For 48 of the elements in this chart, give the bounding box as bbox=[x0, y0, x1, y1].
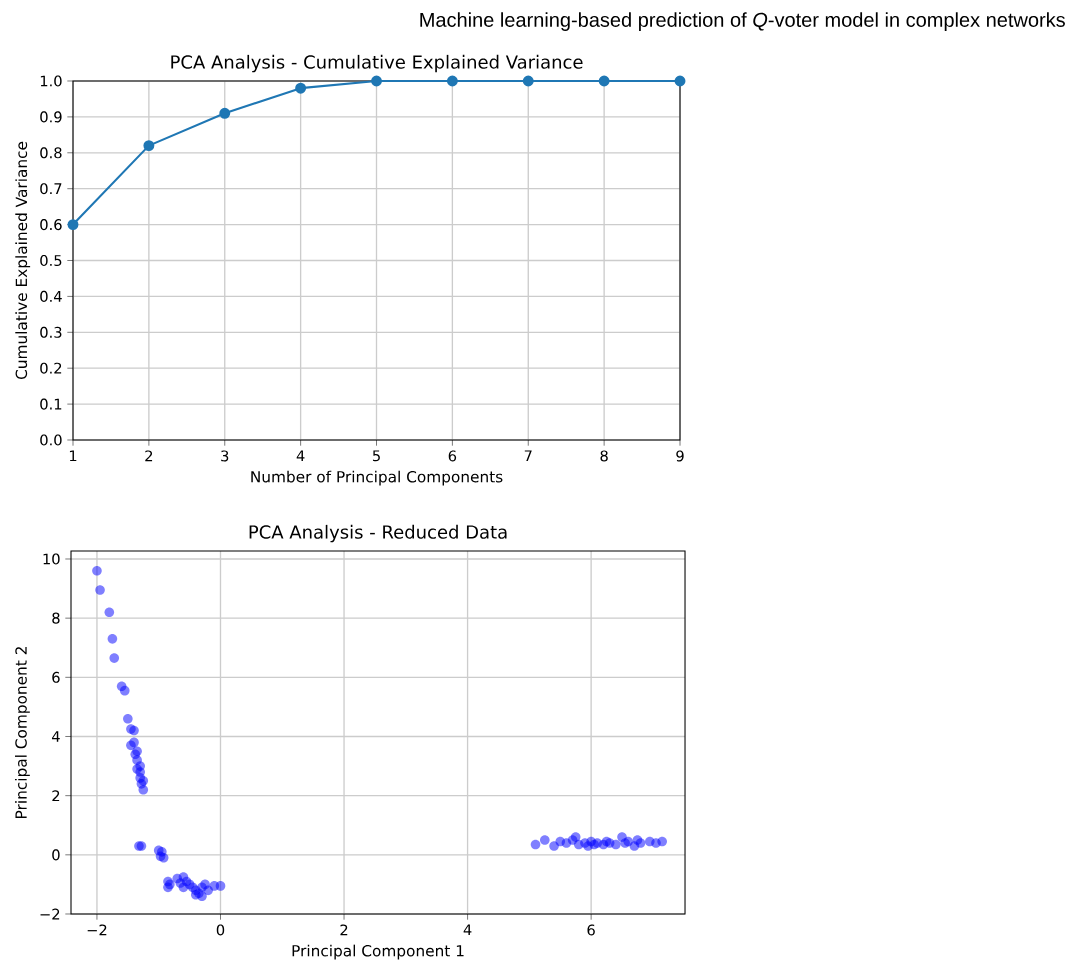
x-tick-label: 0 bbox=[216, 924, 225, 936]
x-axis-title: Principal Component 1 bbox=[292, 944, 464, 960]
y-tick-label: 1.0 bbox=[40, 75, 62, 87]
y-tick-label: 0.7 bbox=[40, 183, 62, 195]
x-axis-title: Number of Principal Components bbox=[251, 470, 503, 486]
y-axis-title: Cumulative Explained Variance bbox=[15, 141, 31, 380]
y-tick-label: 0.5 bbox=[40, 254, 62, 267]
x-tick-label: −2 bbox=[87, 924, 107, 936]
point bbox=[674, 75, 686, 87]
y-tick-label: 2 bbox=[52, 790, 60, 802]
y-tick-label: −2 bbox=[40, 908, 60, 920]
x-tick-label: 6 bbox=[448, 450, 457, 462]
y-tick-label: 0 bbox=[52, 849, 60, 861]
x-tick-label: 2 bbox=[145, 450, 153, 462]
x-tick-label: 5 bbox=[372, 450, 380, 462]
chart-title: PCA Analysis - Cumulative Explained Variance bbox=[171, 54, 583, 73]
x-tick-label: 4 bbox=[463, 924, 472, 936]
y-tick-label: 6 bbox=[52, 671, 60, 683]
y-tick-label: 0.0 bbox=[40, 434, 62, 446]
text: Machine learning-based prediction of Q-voter model in complex networks bbox=[420, 12, 1065, 31]
point bbox=[143, 140, 155, 152]
y-tick-label: 0.2 bbox=[40, 362, 62, 374]
y-tick-label: 4 bbox=[51, 731, 60, 742]
point bbox=[522, 75, 534, 87]
y-tick-label: 0.4 bbox=[40, 290, 62, 302]
point bbox=[295, 82, 307, 94]
y-tick-label: 0.9 bbox=[40, 111, 62, 123]
point bbox=[598, 75, 610, 87]
y-tick-label: 0.1 bbox=[40, 398, 62, 410]
x-tick-label: 1 bbox=[69, 450, 77, 462]
point bbox=[371, 75, 382, 87]
x-tick-label: 9 bbox=[676, 450, 684, 462]
y-axis-title: Principal Component 2 bbox=[14, 647, 30, 818]
point bbox=[67, 219, 79, 231]
x-tick-label: 2 bbox=[340, 924, 348, 936]
point bbox=[446, 75, 458, 87]
y-tick-label: 0.6 bbox=[40, 219, 62, 231]
y-tick-label: 0.3 bbox=[40, 326, 62, 338]
y-tick-label: 0.8 bbox=[40, 147, 62, 159]
x-tick-label: 3 bbox=[221, 450, 229, 462]
y-tick-label: 8 bbox=[52, 612, 60, 624]
x-tick-label: 6 bbox=[587, 924, 595, 936]
chart-title: PCA Analysis - Reduced Data bbox=[249, 524, 507, 543]
x-tick-label: 7 bbox=[524, 450, 532, 462]
x-tick-label: 8 bbox=[600, 450, 608, 462]
y-tick-label: 10 bbox=[43, 553, 60, 565]
x-tick-label: 4 bbox=[296, 450, 305, 462]
point bbox=[219, 107, 231, 119]
